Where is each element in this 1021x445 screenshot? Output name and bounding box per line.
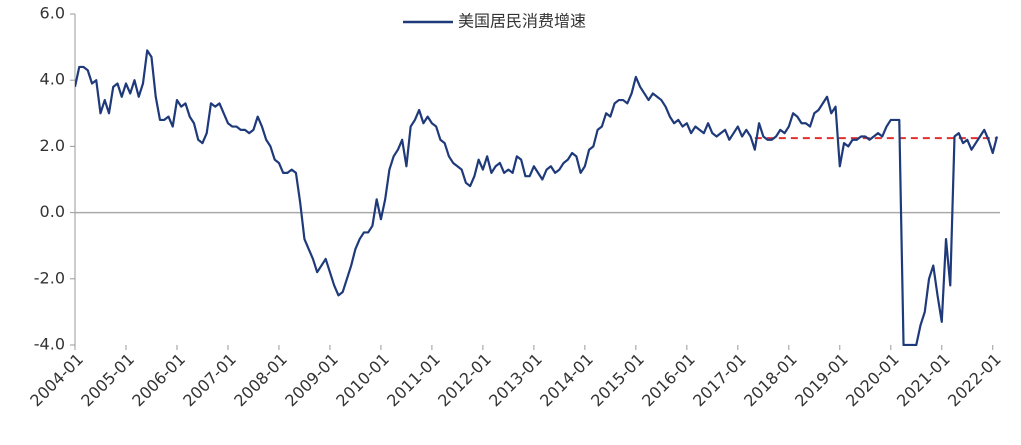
- x-tick-label: 2010-01: [332, 350, 393, 411]
- x-tick-label: 2018-01: [740, 350, 801, 411]
- y-tick-label: 6.0: [40, 4, 65, 23]
- x-tick-label: 2004-01: [26, 350, 87, 411]
- x-tick-label: 2015-01: [587, 350, 648, 411]
- x-tick-label: 2017-01: [689, 350, 750, 411]
- y-tick-label: -2.0: [34, 268, 65, 287]
- y-tick-label: -4.0: [34, 335, 65, 354]
- y-tick-label: 4.0: [40, 70, 65, 89]
- series-line: [75, 49, 999, 346]
- x-tick-label: 2009-01: [281, 350, 342, 411]
- x-tick-label: 2021-01: [893, 350, 954, 411]
- x-tick-label: 2013-01: [485, 350, 546, 411]
- x-tick-label: 2022-01: [944, 350, 1005, 411]
- plot-area: [75, 49, 999, 346]
- x-tick-label: 2012-01: [434, 350, 495, 411]
- x-tick-label: 2016-01: [638, 350, 699, 411]
- y-tick-label: 2.0: [40, 136, 65, 155]
- x-tick-label: 2019-01: [791, 350, 852, 411]
- x-tick-label: 2007-01: [179, 350, 240, 411]
- x-tick-label: 2006-01: [128, 350, 189, 411]
- x-tick-label: 2005-01: [77, 350, 138, 411]
- y-tick-label: 0.0: [40, 202, 65, 221]
- x-tick-label: 2014-01: [536, 350, 597, 411]
- x-tick-label: 2020-01: [842, 350, 903, 411]
- legend: 美国居民消费增速: [403, 12, 586, 31]
- x-tick-label: 2008-01: [230, 350, 291, 411]
- legend-label: 美国居民消费增速: [458, 12, 586, 31]
- x-tick-label: 2011-01: [383, 350, 444, 411]
